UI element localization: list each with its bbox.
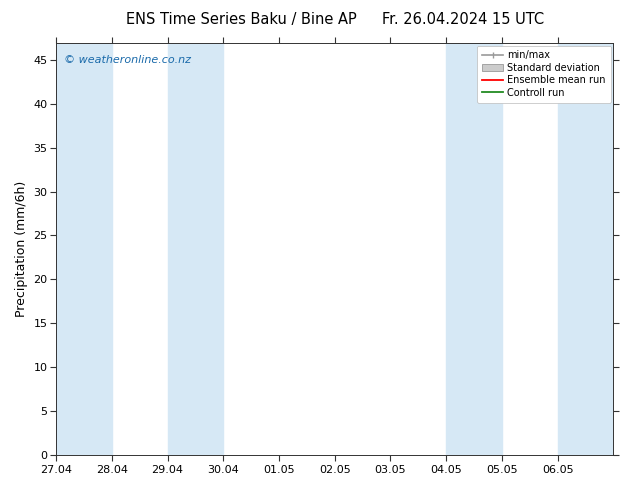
Text: Fr. 26.04.2024 15 UTC: Fr. 26.04.2024 15 UTC [382, 12, 544, 27]
Legend: min/max, Standard deviation, Ensemble mean run, Controll run: min/max, Standard deviation, Ensemble me… [477, 46, 611, 102]
Text: © weatheronline.co.nz: © weatheronline.co.nz [65, 55, 191, 65]
Bar [56, 43, 112, 455]
Bar [558, 43, 614, 455]
Y-axis label: Precipitation (mm/6h): Precipitation (mm/6h) [15, 180, 28, 317]
Bar [446, 43, 502, 455]
Text: ENS Time Series Baku / Bine AP: ENS Time Series Baku / Bine AP [126, 12, 356, 27]
Bar [167, 43, 223, 455]
